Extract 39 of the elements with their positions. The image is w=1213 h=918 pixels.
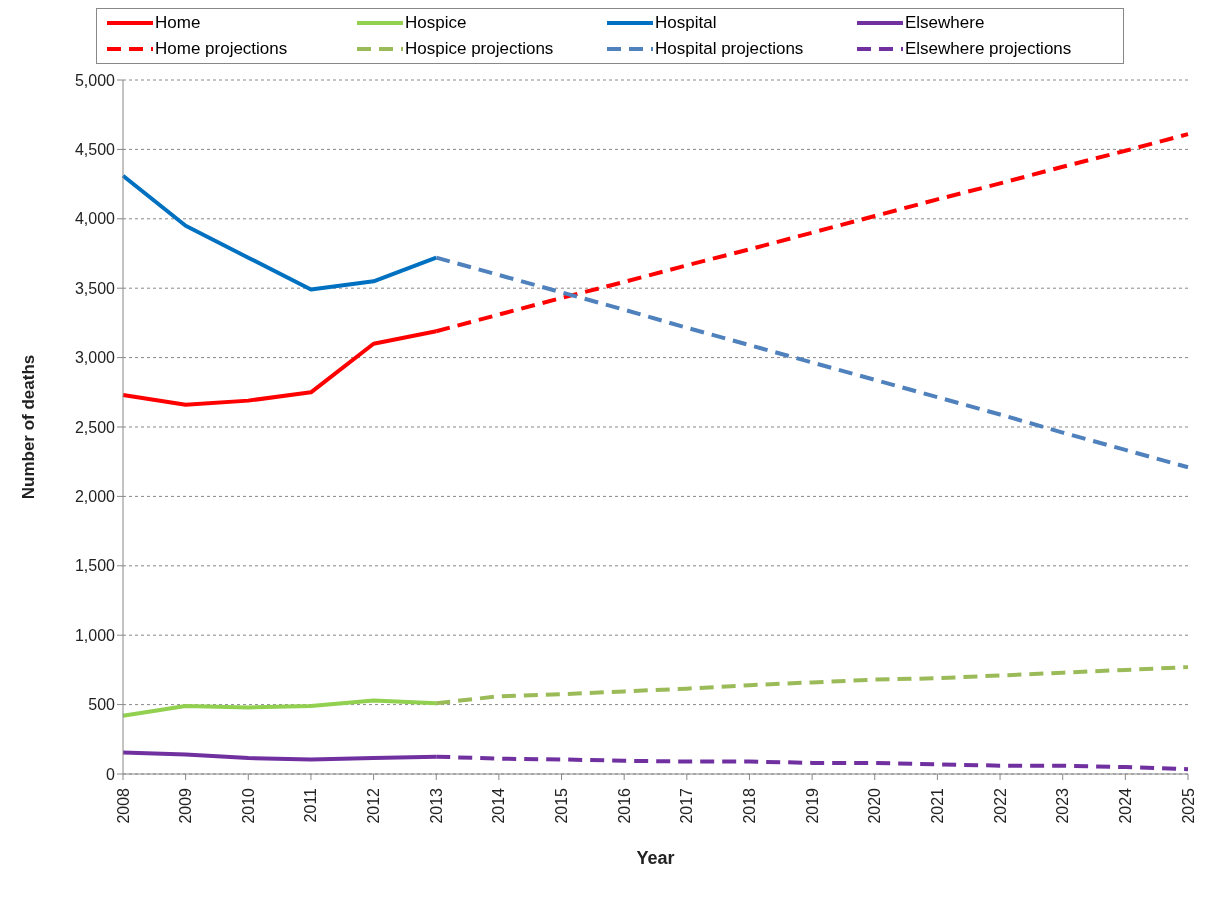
y-tick-label: 2,000: [74, 488, 116, 506]
y-tick-label: 3,500: [74, 279, 116, 297]
legend-label: Home: [155, 13, 201, 33]
x-tick-label: 2019: [803, 787, 821, 824]
y-tick-label: 0: [106, 765, 116, 783]
legend-label: Hospice: [405, 13, 467, 33]
x-tick-label: 2015: [553, 787, 571, 824]
x-tick-label: 2020: [866, 787, 884, 824]
x-tick-label: 2014: [490, 787, 508, 824]
y-tick-label: 2,500: [74, 418, 116, 436]
legend-label: Elsewhere projections: [905, 39, 1072, 59]
legend-label: Home projections: [155, 39, 288, 59]
x-tick-label: 2022: [991, 787, 1009, 824]
x-tick-label: 2016: [615, 787, 633, 824]
y-tick-label: 500: [88, 696, 116, 714]
x-tick-label: 2009: [177, 787, 195, 824]
legend-label: Hospice projections: [405, 39, 554, 59]
x-tick-label: 2012: [365, 787, 383, 824]
x-tick-label: 2021: [928, 787, 946, 824]
legend-label: Hospital projections: [655, 39, 804, 59]
x-tick-label: 2023: [1054, 787, 1072, 824]
y-axis-title: Number of deaths: [19, 354, 39, 500]
x-tick-label: 2011: [302, 787, 320, 823]
x-tick-label: 2024: [1116, 787, 1134, 824]
x-tick-label: 2008: [114, 787, 132, 824]
y-tick-label: 1,500: [74, 557, 116, 575]
legend-label: Hospital: [655, 13, 717, 33]
y-tick-label: 3,000: [74, 349, 116, 367]
x-tick-label: 2017: [678, 787, 696, 824]
x-tick-label: 2025: [1179, 787, 1197, 824]
y-tick-label: 5,000: [74, 71, 116, 89]
y-tick-label: 4,500: [74, 141, 116, 159]
y-tick-label: 1,000: [74, 626, 116, 644]
y-tick-label: 4,000: [74, 210, 116, 228]
x-tick-label: 2018: [740, 787, 758, 824]
x-axis-title: Year: [636, 848, 675, 868]
x-tick-label: 2013: [427, 787, 445, 824]
x-tick-label: 2010: [239, 787, 257, 824]
legend-label: Elsewhere: [905, 13, 985, 33]
